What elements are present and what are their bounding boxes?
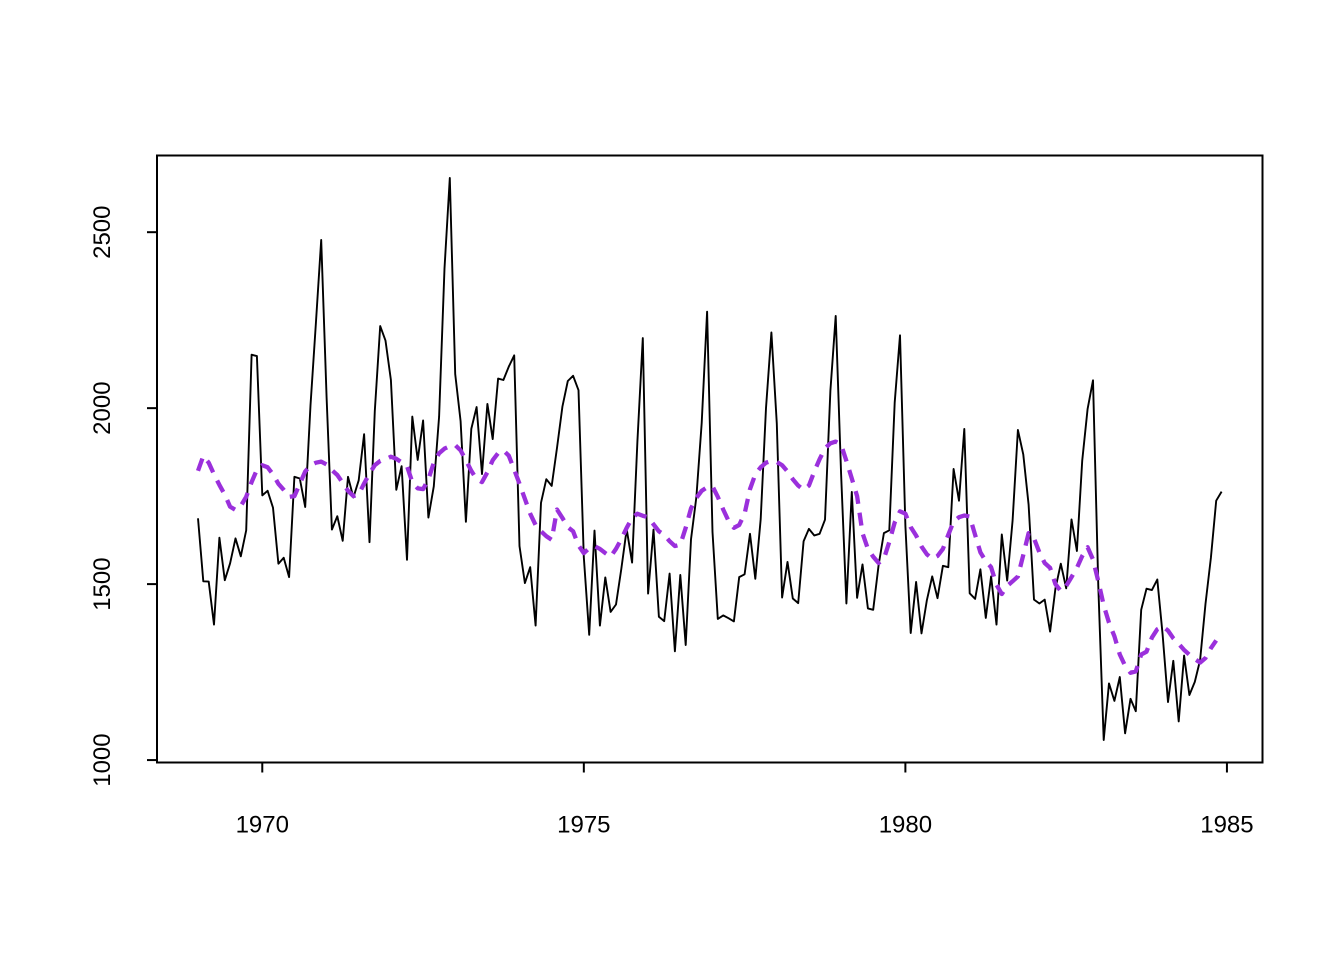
smoothed-overlay-purple-dashed-line bbox=[195, 439, 1218, 675]
series-lines bbox=[195, 177, 1223, 741]
x-axis: 1970 1975 1980 1985 bbox=[236, 763, 1254, 839]
y-tick-label: 2000 bbox=[89, 381, 116, 434]
y-tick-label: 1500 bbox=[89, 557, 116, 610]
plot-box-frame bbox=[156, 154, 1264, 764]
monthly-series-black-solid-line bbox=[197, 177, 1223, 741]
x-tick-label: 1985 bbox=[1200, 812, 1253, 839]
y-tick-label: 2500 bbox=[89, 205, 116, 258]
x-tick-label: 1970 bbox=[236, 812, 289, 839]
y-tick-label: 1000 bbox=[89, 733, 116, 786]
x-tick-label: 1980 bbox=[879, 812, 932, 839]
y-axis: 1000 1500 2000 2500 bbox=[89, 205, 156, 787]
x-tick-label: 1975 bbox=[557, 812, 610, 839]
